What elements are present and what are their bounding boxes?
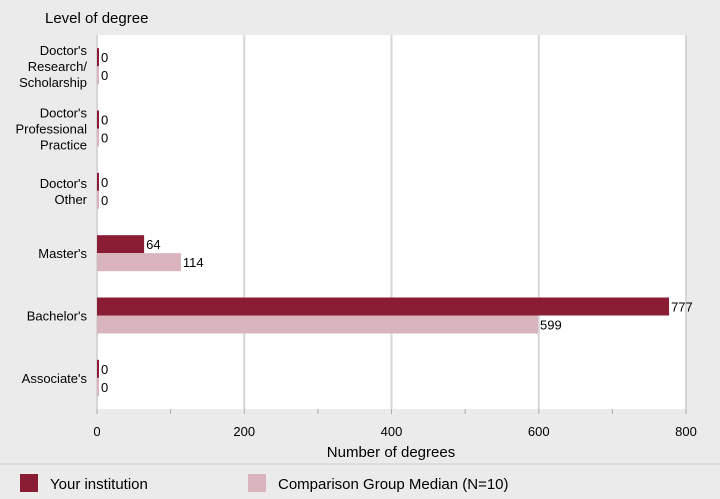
category-label: Doctor's Professional Practice — [15, 106, 87, 153]
bar-comparison — [97, 190, 99, 209]
legend: Your institution Comparison Group Median … — [20, 474, 509, 493]
category-label-line: Master's — [38, 246, 87, 261]
bar-institution — [97, 297, 670, 316]
legend-label: Your institution — [50, 476, 148, 493]
category-label-line: Doctor's — [40, 106, 88, 121]
bar-comparison — [97, 315, 539, 334]
bar-institution — [97, 235, 145, 254]
category-label-line: Scholarship — [19, 75, 87, 90]
bar-value-label: 0 — [101, 50, 108, 65]
category-label: Master's — [38, 246, 87, 261]
x-axis-label: Number of degrees — [327, 444, 455, 461]
bar-value-label: 0 — [101, 113, 108, 128]
category-label-line: Research/ — [28, 59, 88, 74]
category-label: Doctor's Other — [40, 176, 88, 207]
category-label: Associate's — [22, 371, 88, 386]
legend-label: Comparison Group Median (N=10) — [278, 476, 509, 493]
category-label: Bachelor's — [27, 309, 88, 324]
category-label-line: Professional — [15, 122, 87, 137]
chart-title: Level of degree — [45, 10, 148, 27]
value-labels: 0 0 0 0 0 0 64 114 777 599 0 0 — [101, 50, 693, 395]
bar-comparison — [97, 128, 99, 147]
bar-value-label: 0 — [101, 193, 108, 208]
legend-swatch — [248, 474, 266, 492]
bars — [97, 48, 670, 396]
bar-value-label: 64 — [146, 237, 160, 252]
x-tick-label: 400 — [381, 424, 403, 439]
bar-value-label: 0 — [101, 68, 108, 83]
bar-comparison — [97, 377, 99, 396]
category-label: Doctor's Research/Scholarship — [19, 43, 87, 90]
x-tick-label: 0 — [93, 424, 100, 439]
bar-value-label: 599 — [540, 318, 562, 333]
bar-institution — [97, 110, 99, 129]
category-label-line: Associate's — [22, 371, 88, 386]
x-tick-label: 600 — [528, 424, 550, 439]
bar-institution — [97, 48, 99, 67]
bar-institution — [97, 172, 99, 191]
bar-value-label: 0 — [101, 131, 108, 146]
bar-value-label: 777 — [671, 300, 693, 315]
x-tick-label: 200 — [233, 424, 255, 439]
bar-comparison — [97, 66, 99, 85]
legend-swatch — [20, 474, 38, 492]
bar-value-label: 0 — [101, 380, 108, 395]
x-axis-ticks: 0 200 400 600 800 — [93, 409, 697, 439]
category-label-line: Other — [54, 192, 87, 207]
category-label-line: Doctor's — [40, 176, 88, 191]
bar-value-label: 114 — [183, 255, 204, 270]
category-label-line: Doctor's — [40, 43, 88, 58]
bar-comparison — [97, 253, 181, 272]
category-label-line: Bachelor's — [27, 309, 88, 324]
category-label-line: Practice — [40, 138, 87, 153]
x-tick-label: 800 — [675, 424, 697, 439]
bar-institution — [97, 359, 99, 378]
bar-value-label: 0 — [101, 175, 108, 190]
bar-value-label: 0 — [101, 362, 108, 377]
grid-lines — [96, 35, 687, 409]
